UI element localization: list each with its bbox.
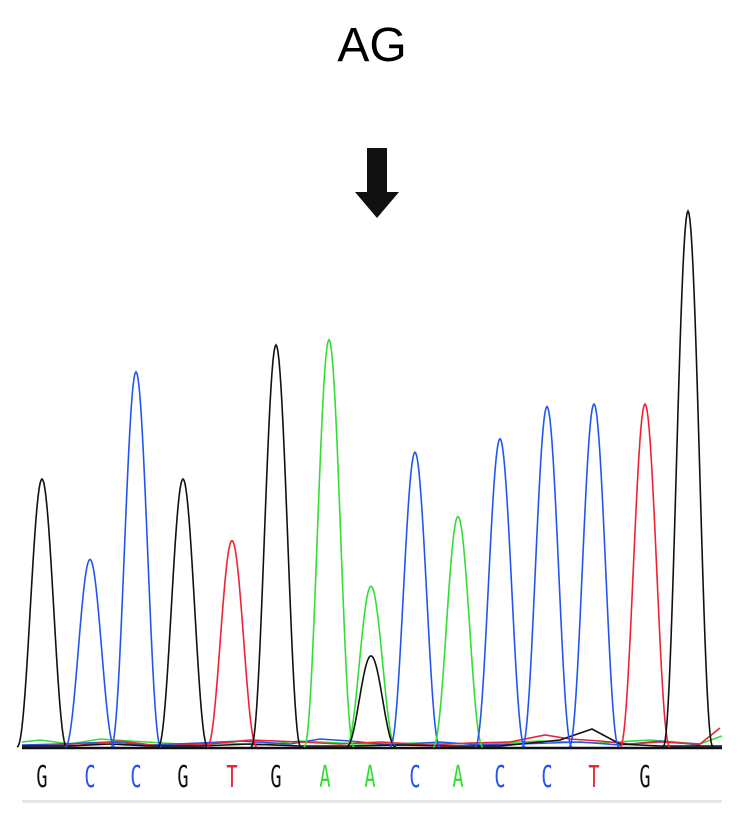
peak-a-10	[432, 515, 484, 748]
base-call-5: T	[226, 760, 238, 795]
base-strip-divider	[22, 800, 722, 803]
peak-t-5	[206, 539, 258, 748]
base-call-12: C	[541, 760, 553, 795]
peak-c-2	[64, 558, 116, 748]
base-call-13: T	[588, 760, 600, 795]
base-call-14: G	[639, 760, 651, 795]
peak-c-11	[474, 437, 526, 748]
base-call-4: G	[177, 760, 189, 795]
base-call-3: C	[130, 760, 142, 795]
noise-trace-g	[22, 728, 722, 747]
peak-g-15	[662, 208, 714, 748]
peak-a-8	[345, 585, 397, 748]
peak-g-6	[250, 343, 302, 748]
base-call-2: C	[84, 760, 96, 795]
chart-title: AG	[337, 19, 407, 72]
peak-g-1	[16, 477, 68, 748]
base-call-9: C	[409, 760, 421, 795]
peak-c-3	[110, 370, 162, 748]
peak-t-14	[619, 402, 671, 748]
peak-c-9	[389, 450, 441, 748]
peak-c-12	[521, 405, 573, 748]
base-call-6: G	[270, 760, 282, 795]
base-call-10: A	[452, 760, 464, 795]
base-call-1: G	[36, 760, 48, 795]
peak-a-7	[303, 337, 355, 748]
base-call-11: C	[494, 760, 506, 795]
peak-c-13	[568, 402, 620, 748]
base-call-7: A	[319, 760, 331, 795]
down-arrow-icon	[355, 148, 399, 218]
base-call-8: A	[364, 760, 376, 795]
peak-g-8	[345, 655, 397, 748]
peak-g-4	[157, 477, 209, 748]
